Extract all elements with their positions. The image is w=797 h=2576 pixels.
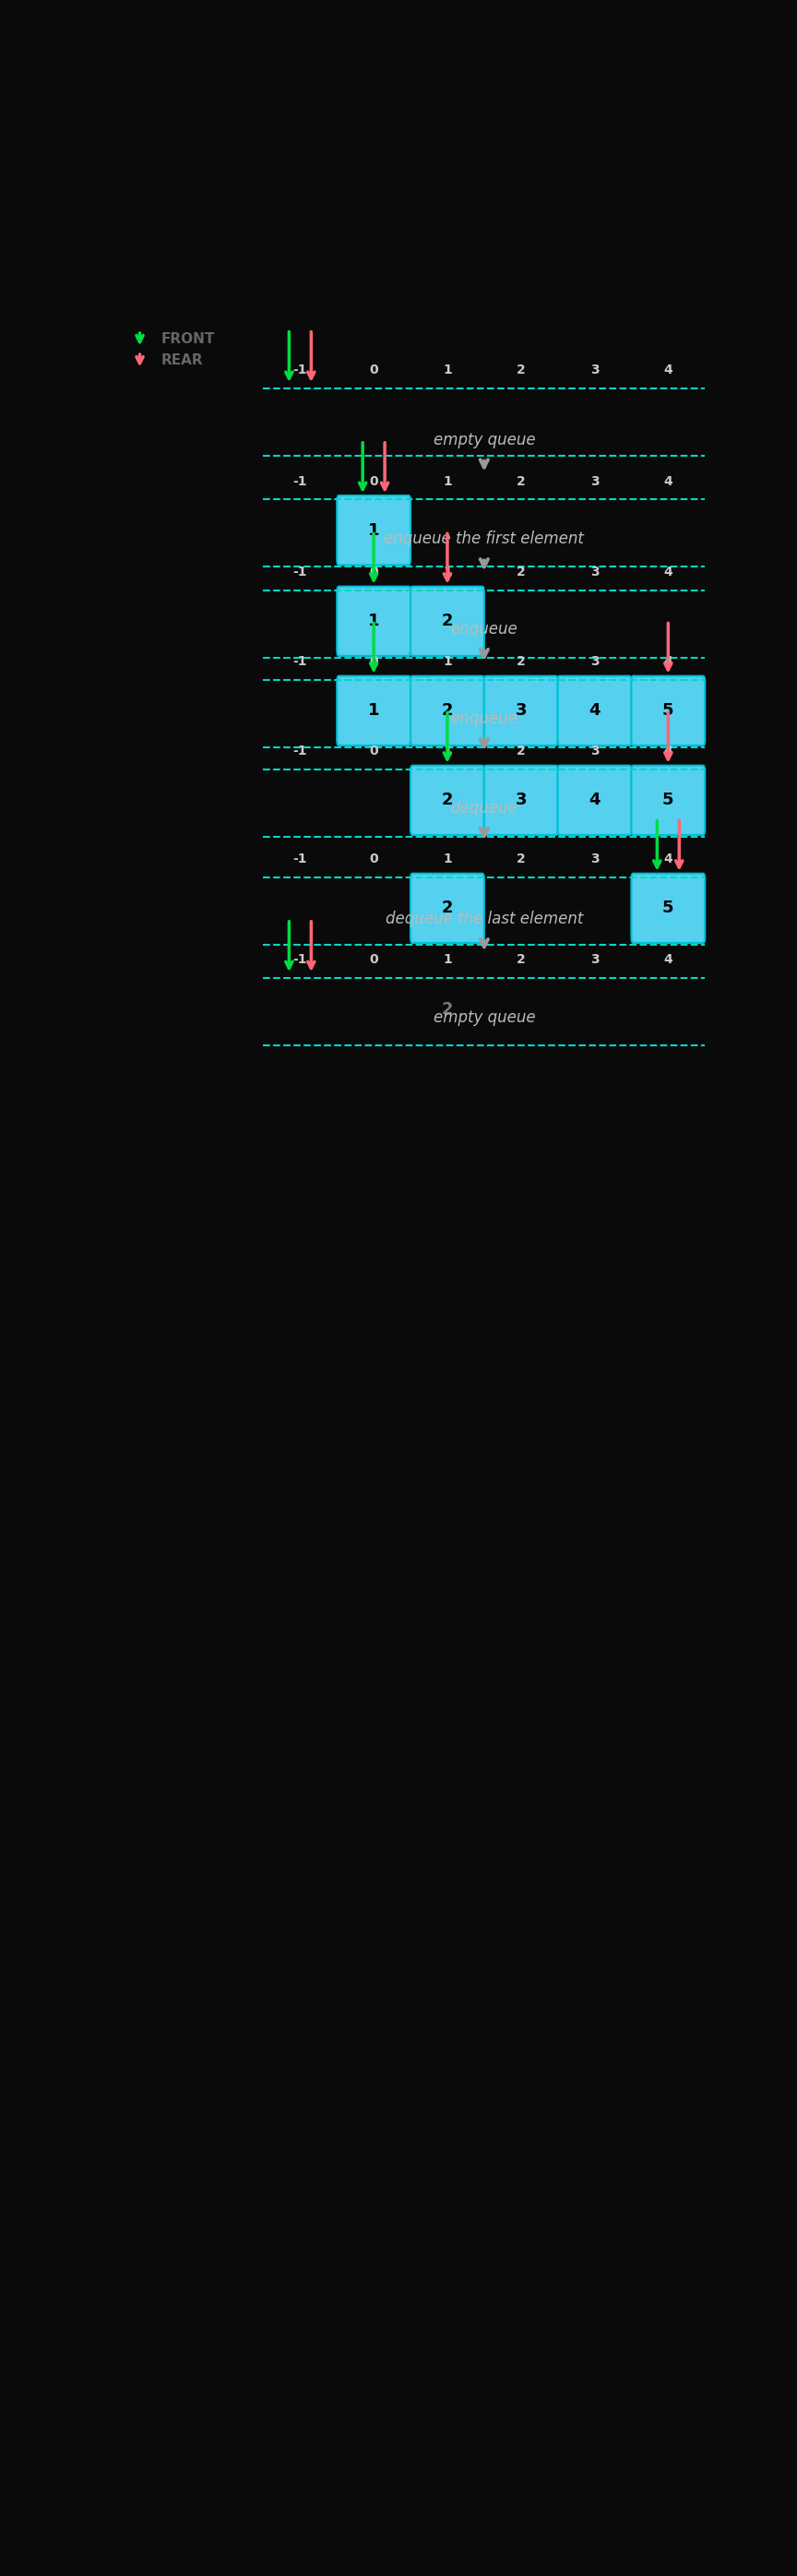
Text: -1: -1: [293, 744, 308, 757]
Text: 4: 4: [664, 567, 673, 580]
Text: 4: 4: [664, 363, 673, 376]
Text: 0: 0: [369, 567, 378, 580]
Text: 3: 3: [590, 654, 599, 667]
Text: 2: 2: [516, 953, 525, 966]
Text: 2: 2: [516, 744, 525, 757]
Text: 3: 3: [590, 474, 599, 487]
Text: dequeue: dequeue: [450, 799, 518, 817]
Text: -1: -1: [293, 474, 308, 487]
Text: -1: -1: [293, 363, 308, 376]
Text: 2: 2: [442, 791, 453, 809]
Text: 0: 0: [369, 363, 378, 376]
Text: 2: 2: [516, 363, 525, 376]
FancyBboxPatch shape: [337, 587, 410, 657]
Text: 1: 1: [443, 744, 452, 757]
FancyBboxPatch shape: [558, 675, 631, 744]
FancyBboxPatch shape: [337, 495, 410, 564]
Text: 4: 4: [589, 703, 600, 719]
Text: 2: 2: [516, 474, 525, 487]
Text: 2: 2: [516, 853, 525, 866]
Text: 3: 3: [590, 853, 599, 866]
Text: 0: 0: [369, 853, 378, 866]
Text: 5: 5: [662, 703, 674, 719]
Text: enqueue the first element: enqueue the first element: [384, 531, 584, 546]
Text: 3: 3: [590, 953, 599, 966]
FancyBboxPatch shape: [484, 675, 558, 744]
Text: dequeue the last element: dequeue the last element: [385, 909, 583, 927]
Text: -1: -1: [293, 567, 308, 580]
Text: -1: -1: [293, 654, 308, 667]
FancyBboxPatch shape: [631, 873, 705, 943]
Text: 1: 1: [368, 523, 379, 538]
Text: 1: 1: [443, 363, 452, 376]
Text: 3: 3: [590, 744, 599, 757]
Text: 3: 3: [515, 703, 527, 719]
Text: 5: 5: [662, 791, 674, 809]
FancyBboxPatch shape: [337, 675, 410, 744]
Text: 1: 1: [443, 853, 452, 866]
Text: enqueue: enqueue: [450, 621, 518, 636]
Text: 4: 4: [664, 654, 673, 667]
Text: 2: 2: [442, 703, 453, 719]
FancyBboxPatch shape: [631, 765, 705, 835]
FancyBboxPatch shape: [410, 675, 484, 744]
Text: 2: 2: [516, 654, 525, 667]
Text: enqueue: enqueue: [450, 711, 518, 726]
Text: 5: 5: [662, 899, 674, 917]
Text: 4: 4: [664, 744, 673, 757]
FancyBboxPatch shape: [484, 765, 558, 835]
Text: 0: 0: [369, 474, 378, 487]
Text: 4: 4: [589, 791, 600, 809]
Text: 1: 1: [443, 474, 452, 487]
Text: 0: 0: [369, 654, 378, 667]
Text: 2: 2: [442, 613, 453, 629]
Text: 3: 3: [515, 791, 527, 809]
Text: -1: -1: [293, 853, 308, 866]
Text: 3: 3: [590, 363, 599, 376]
Text: 3: 3: [590, 567, 599, 580]
Text: 0: 0: [369, 953, 378, 966]
FancyBboxPatch shape: [558, 765, 631, 835]
Text: 1: 1: [443, 953, 452, 966]
FancyBboxPatch shape: [410, 587, 484, 657]
Text: 2: 2: [442, 899, 453, 917]
Text: 1: 1: [443, 654, 452, 667]
Text: 2: 2: [516, 567, 525, 580]
Text: empty queue: empty queue: [433, 1010, 535, 1025]
Text: 2: 2: [442, 1002, 453, 1018]
Text: 1: 1: [368, 613, 379, 629]
Text: 1: 1: [443, 567, 452, 580]
Text: FRONT: FRONT: [161, 332, 215, 345]
Text: -1: -1: [293, 953, 308, 966]
Text: 1: 1: [368, 703, 379, 719]
FancyBboxPatch shape: [631, 675, 705, 744]
Text: REAR: REAR: [161, 353, 203, 368]
Text: empty queue: empty queue: [433, 433, 535, 448]
Text: 4: 4: [664, 853, 673, 866]
Text: 0: 0: [369, 744, 378, 757]
Text: 4: 4: [664, 474, 673, 487]
FancyBboxPatch shape: [410, 873, 484, 943]
FancyBboxPatch shape: [410, 765, 484, 835]
Text: 4: 4: [664, 953, 673, 966]
